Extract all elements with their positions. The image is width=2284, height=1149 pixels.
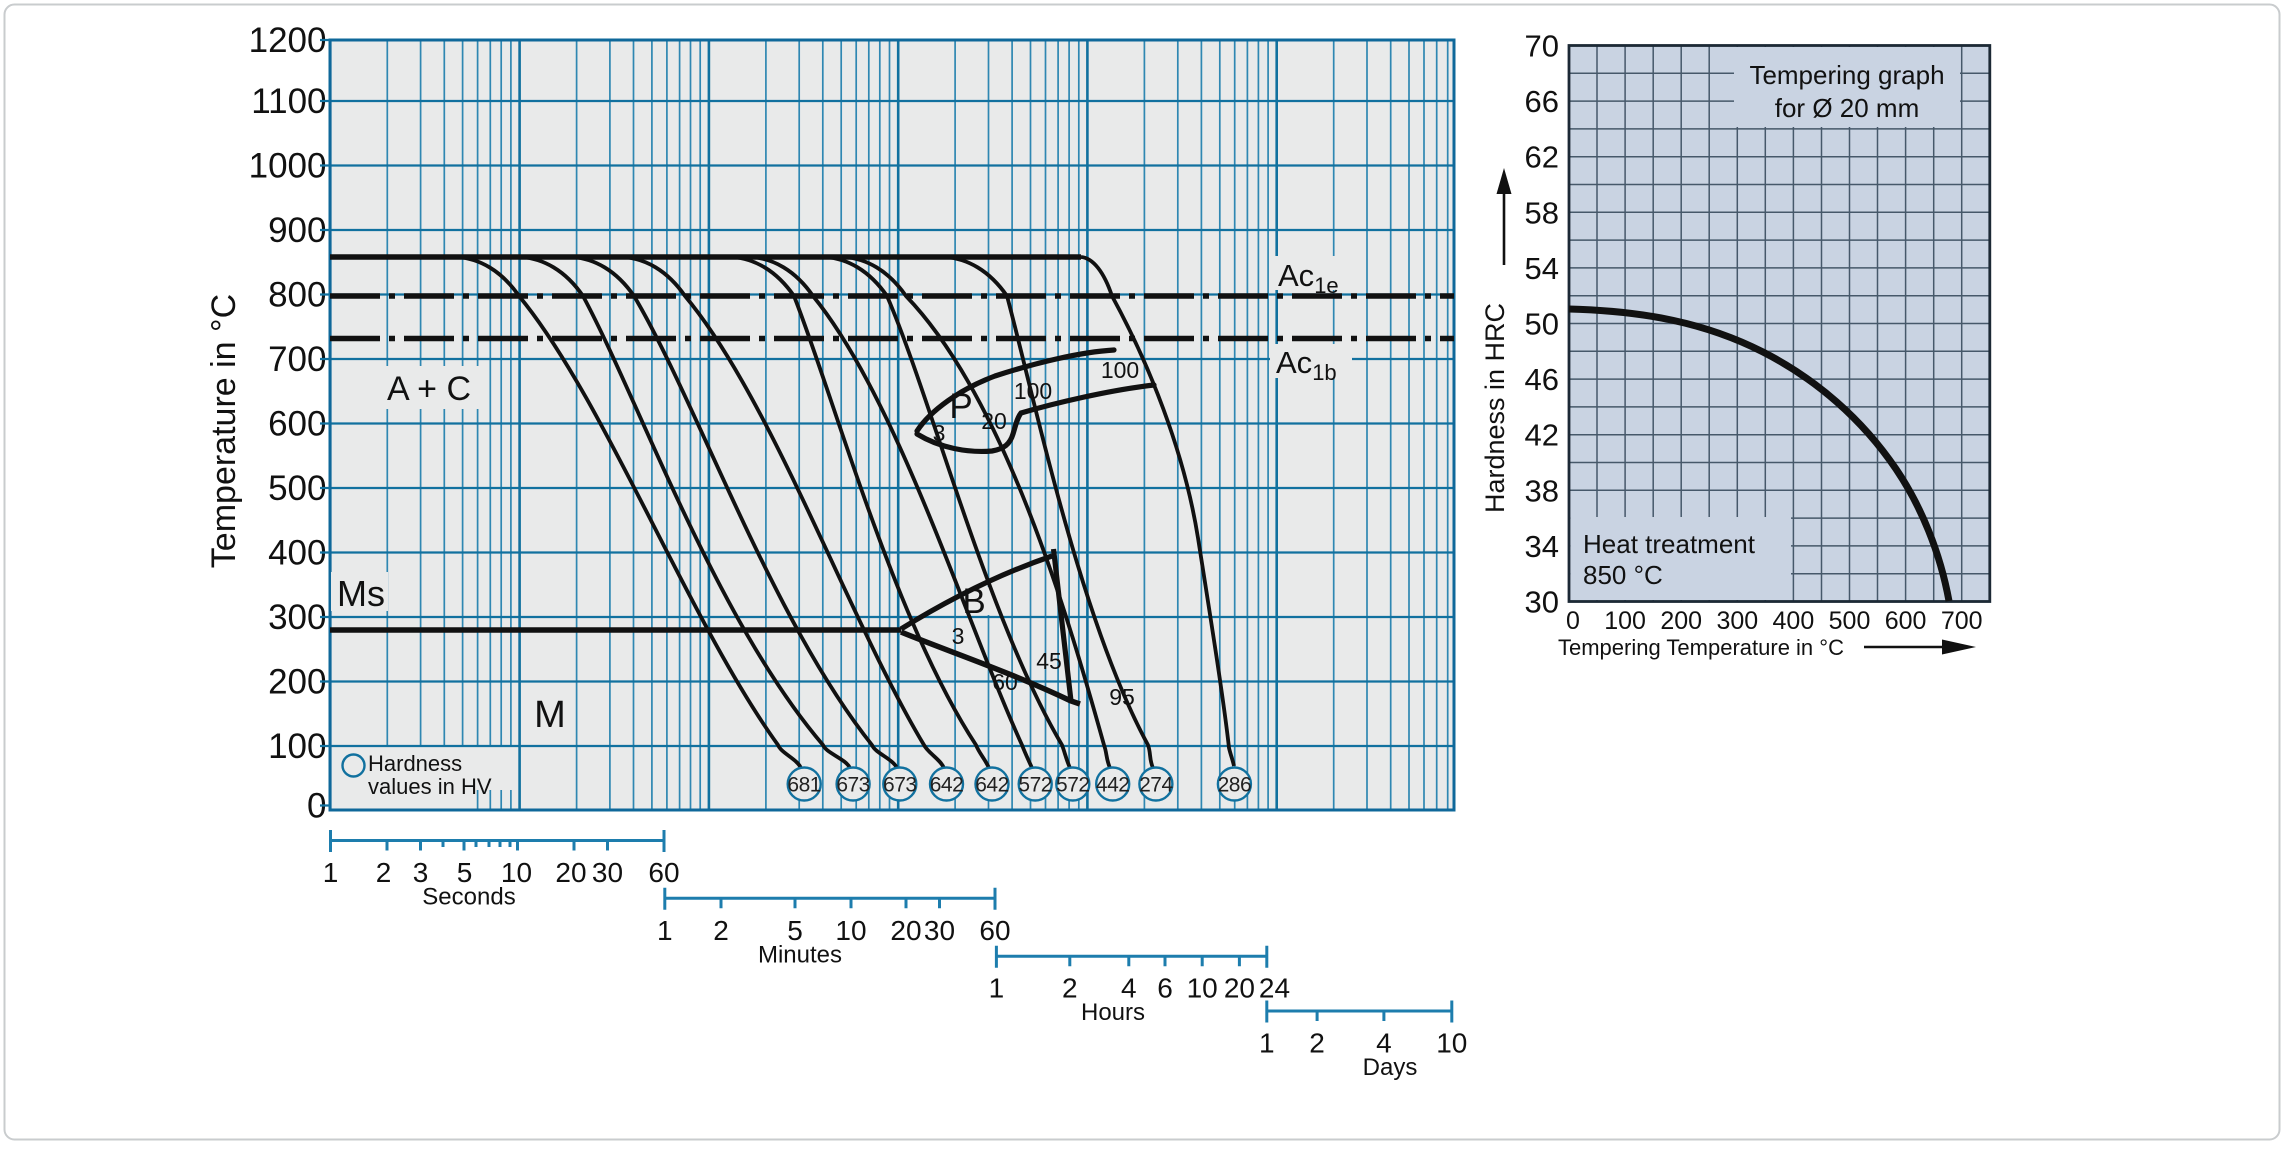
svg-text:0: 0 (1566, 607, 1580, 635)
svg-text:20: 20 (981, 408, 1007, 434)
svg-text:500: 500 (1829, 607, 1871, 635)
svg-text:0: 0 (307, 787, 326, 826)
svg-text:1: 1 (323, 857, 339, 888)
svg-text:681: 681 (787, 774, 821, 797)
svg-text:2: 2 (1062, 973, 1078, 1004)
svg-text:100: 100 (1101, 357, 1139, 383)
svg-text:600: 600 (268, 405, 326, 444)
svg-text:24: 24 (1259, 973, 1290, 1004)
svg-text:60: 60 (992, 669, 1018, 695)
svg-text:for Ø 20 mm: for Ø 20 mm (1775, 93, 1919, 123)
svg-text:6: 6 (1157, 973, 1173, 1004)
svg-text:200: 200 (1660, 607, 1702, 635)
svg-text:100: 100 (1604, 607, 1646, 635)
svg-text:54: 54 (1525, 251, 1559, 286)
svg-text:34: 34 (1525, 529, 1559, 564)
svg-text:286: 286 (1218, 774, 1252, 797)
svg-text:42: 42 (1525, 418, 1559, 453)
svg-text:4: 4 (1376, 1028, 1392, 1059)
svg-text:1: 1 (989, 973, 1005, 1004)
svg-text:300: 300 (268, 598, 326, 637)
svg-text:66: 66 (1525, 84, 1559, 119)
svg-text:70: 70 (1525, 29, 1559, 64)
svg-text:1000: 1000 (249, 147, 327, 186)
svg-text:1: 1 (1259, 1028, 1275, 1059)
svg-text:50: 50 (1525, 307, 1559, 342)
svg-text:P: P (949, 387, 972, 426)
svg-text:Tempering graph: Tempering graph (1749, 60, 1944, 90)
svg-text:572: 572 (1018, 774, 1052, 797)
svg-text:Hardness: Hardness (368, 751, 462, 776)
svg-text:700: 700 (268, 340, 326, 379)
svg-text:572: 572 (1056, 774, 1090, 797)
svg-text:values in HV: values in HV (368, 774, 492, 799)
svg-text:20: 20 (890, 915, 921, 946)
svg-text:20: 20 (555, 857, 586, 888)
svg-text:Hours: Hours (1081, 999, 1145, 1026)
svg-text:1100: 1100 (251, 82, 326, 121)
svg-text:1200: 1200 (249, 21, 327, 60)
svg-text:45: 45 (1036, 648, 1062, 674)
svg-text:Hardness in HRC: Hardness in HRC (1480, 303, 1510, 513)
svg-text:10: 10 (1187, 973, 1218, 1004)
svg-text:3: 3 (952, 623, 965, 649)
svg-text:600: 600 (1885, 607, 1927, 635)
svg-text:10: 10 (501, 857, 532, 888)
svg-text:673: 673 (836, 774, 870, 797)
svg-text:274: 274 (1139, 774, 1173, 797)
svg-text:Seconds: Seconds (422, 884, 515, 911)
svg-text:100: 100 (268, 727, 326, 766)
svg-text:Tempering Temperature in °C: Tempering Temperature in °C (1558, 635, 1844, 660)
svg-text:673: 673 (883, 774, 917, 797)
svg-text:4: 4 (1121, 973, 1137, 1004)
svg-text:400: 400 (268, 534, 326, 573)
svg-text:30: 30 (592, 857, 623, 888)
svg-text:95: 95 (1109, 684, 1135, 710)
svg-text:10: 10 (835, 915, 866, 946)
svg-text:442: 442 (1096, 774, 1130, 797)
svg-text:850 °C: 850 °C (1583, 560, 1663, 590)
svg-text:60: 60 (979, 915, 1010, 946)
svg-text:58: 58 (1525, 195, 1559, 230)
svg-text:100: 100 (1014, 378, 1052, 404)
svg-text:20: 20 (1224, 973, 1255, 1004)
svg-text:400: 400 (1773, 607, 1815, 635)
svg-text:1: 1 (657, 915, 673, 946)
svg-text:3: 3 (933, 420, 946, 446)
svg-text:60: 60 (648, 857, 679, 888)
svg-text:Minutes: Minutes (758, 941, 842, 968)
svg-text:62: 62 (1525, 140, 1559, 175)
svg-text:10: 10 (1436, 1028, 1467, 1059)
svg-text:M: M (534, 694, 566, 736)
svg-text:2: 2 (376, 857, 392, 888)
svg-text:Ms: Ms (337, 573, 385, 614)
svg-text:700: 700 (1941, 607, 1983, 635)
svg-text:Days: Days (1363, 1054, 1418, 1081)
svg-text:200: 200 (268, 663, 326, 702)
svg-text:642: 642 (975, 774, 1009, 797)
svg-text:38: 38 (1525, 473, 1559, 508)
svg-text:30: 30 (1525, 585, 1559, 620)
svg-text:642: 642 (930, 774, 964, 797)
svg-text:500: 500 (268, 469, 326, 508)
svg-text:300: 300 (1716, 607, 1758, 635)
svg-text:Heat treatment: Heat treatment (1583, 529, 1756, 559)
svg-text:3: 3 (413, 857, 429, 888)
svg-text:30: 30 (924, 915, 955, 946)
svg-text:B: B (962, 582, 985, 621)
svg-text:5: 5 (787, 915, 803, 946)
svg-text:5: 5 (457, 857, 473, 888)
svg-text:Temperature in °C: Temperature in °C (205, 294, 243, 568)
svg-text:800: 800 (268, 276, 326, 315)
svg-text:2: 2 (1309, 1028, 1325, 1059)
svg-text:46: 46 (1525, 362, 1559, 397)
svg-text:A + C: A + C (387, 370, 471, 408)
svg-text:900: 900 (268, 211, 326, 250)
svg-text:2: 2 (713, 915, 729, 946)
